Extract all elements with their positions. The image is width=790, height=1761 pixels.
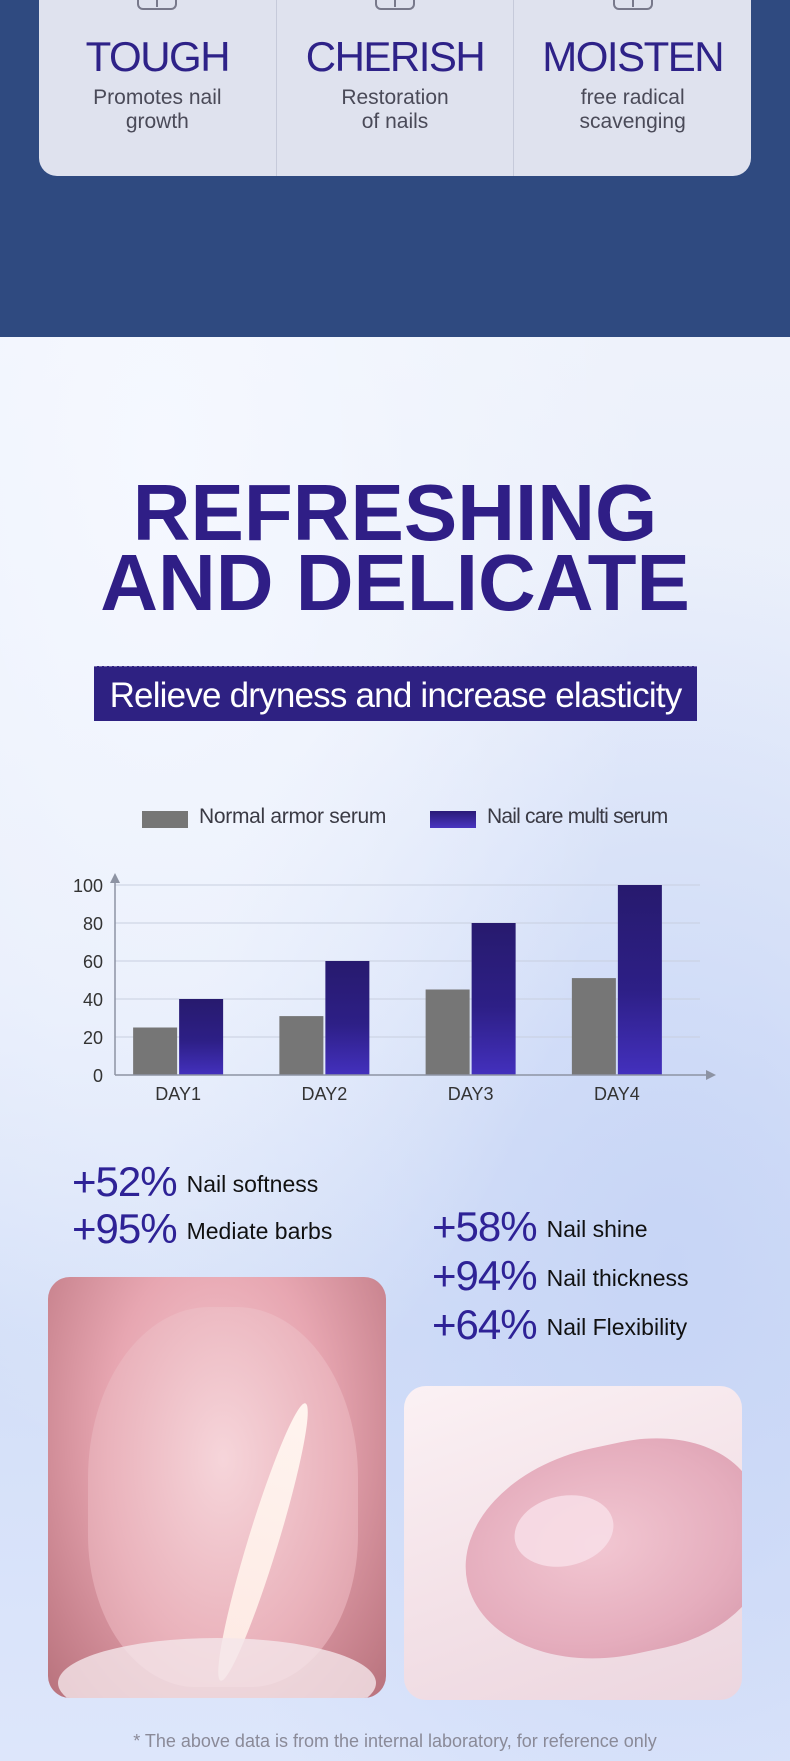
y-tick-label: 100 xyxy=(73,876,103,896)
stat-percent: +94% xyxy=(432,1252,538,1299)
y-tick-label: 60 xyxy=(83,952,103,972)
stat-label: Nail thickness xyxy=(546,1265,689,1291)
feature-moisten: MOISTEN free radical scavenging xyxy=(513,0,751,176)
bar-normal xyxy=(425,989,470,1075)
feature-icon xyxy=(137,0,178,10)
feature-icon xyxy=(612,0,653,10)
headline: REFRESHING AND DELICATE xyxy=(0,468,790,627)
chart-legend: Normal armor serum Nail care multi serum xyxy=(0,801,790,831)
bar-normal xyxy=(571,978,616,1075)
subtitle-banner: Relieve dryness and increase elasticity xyxy=(94,666,697,721)
stat-label: Nail Flexibility xyxy=(546,1314,688,1340)
stat-label: Mediate barbs xyxy=(186,1218,333,1244)
stat-thickness: +94% Nail thickness xyxy=(432,1252,688,1300)
x-tick-label: DAY2 xyxy=(302,1084,348,1104)
y-tick-label: 40 xyxy=(83,990,103,1010)
stat-percent: +52% xyxy=(72,1158,178,1205)
headline-line-2: AND DELICATE xyxy=(100,538,690,627)
bar-chart: 0 20 40 60 80 100 DAY1 DAY2 DAY3 DAY4 xyxy=(73,873,716,1104)
nail-tip xyxy=(58,1638,376,1698)
legend-label-multi: Nail care multi serum xyxy=(487,805,668,828)
feature-title: CHERISH xyxy=(305,33,486,80)
headline-line-1: REFRESHING xyxy=(132,468,658,557)
x-tick-label: DAY1 xyxy=(155,1084,201,1104)
x-tick-label: DAY4 xyxy=(594,1084,640,1104)
nail-plate xyxy=(88,1307,358,1687)
feature-description: Restoration of nails xyxy=(341,86,449,133)
nail-photo-after xyxy=(404,1386,742,1700)
bar-normal xyxy=(279,1016,324,1075)
bar-multi xyxy=(617,885,662,1075)
nail-photo-before xyxy=(48,1277,386,1698)
feature-card: TOUGH Promotes nail growth CHERISH Resto… xyxy=(39,0,751,176)
legend-label-normal: Normal armor serum xyxy=(199,805,387,828)
stat-softness: +52% Nail softness xyxy=(72,1158,318,1206)
bar-multi xyxy=(471,923,516,1075)
top-banner: TOUGH Promotes nail growth CHERISH Resto… xyxy=(0,0,790,337)
subtitle-text: Relieve dryness and increase elasticity xyxy=(109,676,683,715)
legend-swatch-normal xyxy=(142,811,188,828)
stat-shine: +58% Nail shine xyxy=(432,1203,648,1251)
stat-percent: +64% xyxy=(432,1301,538,1348)
y-tick-label: 0 xyxy=(93,1066,103,1086)
feature-cherish: CHERISH Restoration of nails xyxy=(275,0,514,176)
stat-percent: +95% xyxy=(72,1205,178,1252)
y-tick-label: 20 xyxy=(83,1028,103,1048)
stat-barbs: +95% Mediate barbs xyxy=(72,1205,332,1253)
y-axis-arrow xyxy=(110,873,120,883)
feature-icon xyxy=(375,0,415,10)
legend-swatch-multi xyxy=(430,811,476,828)
bar-multi xyxy=(325,961,370,1075)
y-tick-label: 80 xyxy=(83,914,103,934)
stat-label: Nail shine xyxy=(546,1216,648,1242)
feature-tough: TOUGH Promotes nail growth xyxy=(39,0,276,176)
feature-description: free radical scavenging xyxy=(579,86,686,133)
x-axis-arrow xyxy=(706,1070,716,1080)
x-tick-label: DAY3 xyxy=(448,1084,494,1104)
stat-flexibility: +64% Nail Flexibility xyxy=(432,1301,687,1349)
feature-description: Promotes nail growth xyxy=(93,86,222,133)
feature-title: TOUGH xyxy=(85,33,231,80)
feature-title: MOISTEN xyxy=(542,33,724,80)
footnote: * The above data is from the internal la… xyxy=(133,1731,657,1751)
stat-label: Nail softness xyxy=(186,1171,319,1197)
bar-normal xyxy=(133,1027,178,1075)
bar-multi xyxy=(179,999,224,1075)
stat-percent: +58% xyxy=(432,1203,538,1250)
